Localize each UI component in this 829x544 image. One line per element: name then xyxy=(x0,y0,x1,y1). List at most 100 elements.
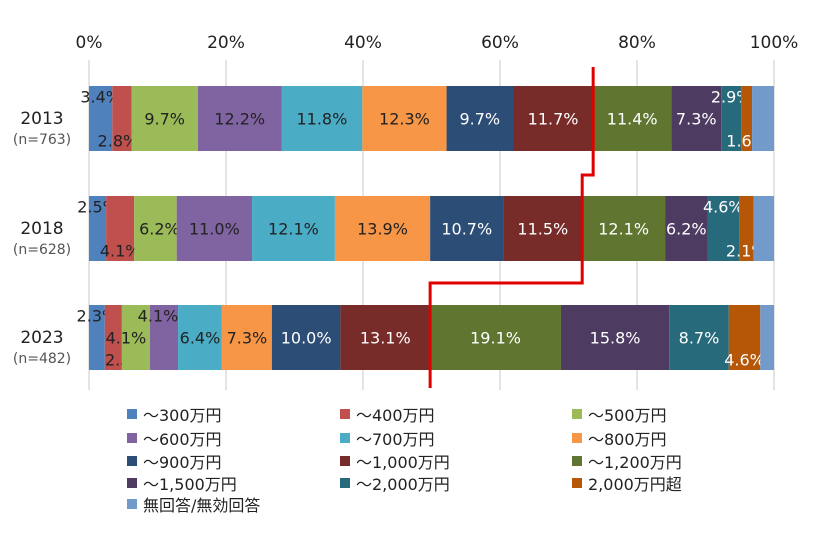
data-label: 11.5% xyxy=(517,220,568,239)
data-label: 12.2% xyxy=(214,110,265,129)
category-n-label: (n=763) xyxy=(13,132,71,148)
data-label: 11.4% xyxy=(607,110,658,129)
bar-segment xyxy=(89,86,113,151)
bar-segment xyxy=(739,196,754,261)
category-label: 2013 xyxy=(20,109,63,129)
data-label: 3.4% xyxy=(80,88,121,107)
bar-segment xyxy=(582,196,666,261)
data-label: 6.4% xyxy=(180,329,221,348)
legend-swatch xyxy=(572,409,582,419)
legend-item: ～500万円 xyxy=(572,402,667,426)
legend-label: 無回答/無効回答 xyxy=(143,496,261,515)
bar-segment xyxy=(752,86,774,151)
bar-segment xyxy=(753,196,774,261)
category-label: 2023 xyxy=(20,328,63,348)
bar-segment xyxy=(560,305,670,370)
data-label: 15.8% xyxy=(590,329,641,348)
legend-label: 2,000万円超 xyxy=(588,475,682,494)
data-label: 12.1% xyxy=(598,220,649,239)
bar-segment xyxy=(665,196,708,261)
bar-segment xyxy=(197,86,282,151)
bar-segment xyxy=(513,86,594,151)
legend-item: ～700万円 xyxy=(340,426,435,450)
bar-segment xyxy=(446,86,514,151)
data-label: 2.8% xyxy=(98,132,139,151)
legend-label: ～1,000万円 xyxy=(356,453,450,472)
legend-label: ～2,000万円 xyxy=(356,475,450,494)
bar-segment xyxy=(430,196,504,261)
bar-segment xyxy=(131,86,198,151)
stacked-bar-chart: 0% 20% 40% 60% 80% 100% 2013 (n=763) 3.4% 2.8% 9.7… xyxy=(13,33,799,390)
x-tick-label: 60% xyxy=(481,33,519,53)
bar-segment xyxy=(221,305,272,370)
legend-item: ～1,200万円 xyxy=(572,449,682,473)
bar-segment xyxy=(707,196,740,261)
data-label: 4.1% xyxy=(100,242,141,261)
data-label: 4.6% xyxy=(703,198,744,217)
data-label: 9.7% xyxy=(459,110,500,129)
data-label: 12.3% xyxy=(379,110,430,129)
bar-segment xyxy=(106,196,135,261)
bar-segment xyxy=(593,86,672,151)
legend-label: ～600万円 xyxy=(143,430,222,449)
data-label: 19.1% xyxy=(470,329,521,348)
data-label: 13.9% xyxy=(357,220,408,239)
bar-segment xyxy=(503,196,583,261)
legend-swatch xyxy=(572,456,582,466)
legend-swatch xyxy=(340,409,350,419)
x-tick-label: 0% xyxy=(76,33,103,53)
x-tick-label: 40% xyxy=(344,33,382,53)
bar-segment xyxy=(760,305,774,370)
category-n-label: (n=628) xyxy=(13,242,71,258)
bar-segment xyxy=(121,305,150,370)
legend-label: ～1,500万円 xyxy=(143,475,237,494)
x-tick-label: 100% xyxy=(750,33,799,53)
data-label: 6.2% xyxy=(139,220,180,239)
bar-segment xyxy=(89,305,105,370)
data-label: 11.0% xyxy=(189,220,240,239)
data-label: 8.7% xyxy=(679,329,720,348)
bar-segment xyxy=(112,86,132,151)
legend-item: ～900万円 xyxy=(127,449,222,473)
data-label: 10.7% xyxy=(441,220,492,239)
legend-label: ～400万円 xyxy=(356,406,435,425)
legend-item: ～400万円 xyxy=(340,402,435,426)
legend-swatch xyxy=(127,499,137,509)
legend-swatch xyxy=(127,433,137,443)
legend-label: ～1,200万円 xyxy=(588,453,682,472)
data-label: 11.7% xyxy=(528,110,579,129)
x-tick-label: 80% xyxy=(618,33,656,53)
bar-segment xyxy=(104,305,122,370)
data-label: 10.0% xyxy=(281,329,332,348)
bar-segment xyxy=(252,196,335,261)
legend-item: ～1,500万円 xyxy=(127,471,237,495)
legend-item: 無回答/無効回答 xyxy=(127,492,260,516)
bar-segment xyxy=(134,196,177,261)
legend-label: ～900万円 xyxy=(143,453,222,472)
reference-step-line xyxy=(428,67,595,388)
legend-label: ～700万円 xyxy=(356,430,435,449)
bar-segment xyxy=(176,196,253,261)
data-label: 4.1% xyxy=(106,329,147,348)
data-label: 7.3% xyxy=(227,329,268,348)
legend-swatch xyxy=(127,409,137,419)
legend-swatch xyxy=(340,433,350,443)
legend-swatch xyxy=(127,478,137,488)
legend-item: ～800万円 xyxy=(572,426,667,450)
bar-segment xyxy=(271,305,341,370)
data-label: 11.8% xyxy=(296,110,347,129)
legend-item: 2,000万円超 xyxy=(572,471,682,495)
legend-swatch xyxy=(572,433,582,443)
legend-swatch xyxy=(572,478,582,488)
legend-item: ～600万円 xyxy=(127,426,222,450)
bar-segment xyxy=(671,86,722,151)
x-tick-label: 20% xyxy=(207,33,245,53)
category-n-label: (n=482) xyxy=(13,351,71,367)
data-label: 13.1% xyxy=(360,329,411,348)
bar-segment xyxy=(721,86,742,151)
bar-segment xyxy=(334,196,431,261)
data-label: 9.7% xyxy=(144,110,185,129)
bar-segment xyxy=(362,86,447,151)
legend-swatch xyxy=(340,456,350,466)
category-label: 2018 xyxy=(20,219,63,239)
